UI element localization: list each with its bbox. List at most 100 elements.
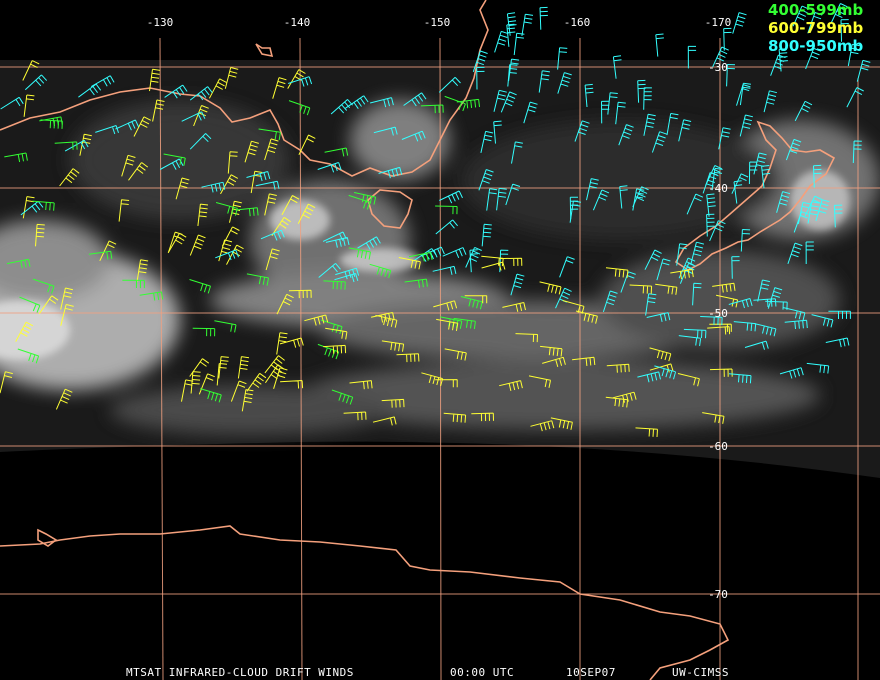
wind-barb bbox=[433, 300, 458, 311]
wind-barb bbox=[702, 172, 718, 194]
wind-barb bbox=[815, 199, 830, 221]
wind-barb bbox=[678, 257, 696, 279]
wind-barb bbox=[118, 199, 130, 222]
wind-barb bbox=[230, 380, 247, 402]
wind-barb bbox=[528, 375, 551, 388]
wind-barb bbox=[288, 100, 311, 116]
wind-barb bbox=[181, 379, 194, 402]
wind-barb bbox=[401, 130, 426, 142]
wind-barb bbox=[408, 251, 433, 262]
wind-barb bbox=[811, 314, 834, 328]
legend-entry: 800-950mb bbox=[768, 37, 863, 55]
wind-barb bbox=[122, 279, 145, 289]
meridian bbox=[159, 37, 164, 680]
wind-barb bbox=[692, 282, 702, 306]
wind-barb bbox=[444, 348, 467, 361]
wind-barb bbox=[435, 379, 458, 388]
island bbox=[367, 189, 413, 229]
wind-barb bbox=[784, 319, 808, 330]
wind-barb bbox=[683, 328, 707, 339]
wind-barb bbox=[189, 234, 206, 256]
wind-barb bbox=[271, 216, 291, 236]
wind-barb bbox=[323, 280, 346, 290]
wind-barb bbox=[726, 64, 736, 87]
wind-barb bbox=[776, 191, 791, 213]
wind-barb bbox=[421, 372, 444, 387]
wind-barb bbox=[15, 321, 34, 342]
wind-barb bbox=[370, 312, 395, 323]
wind-barb bbox=[505, 183, 521, 206]
wind-barb bbox=[677, 373, 700, 387]
latitude-label: -40 bbox=[708, 182, 728, 195]
wind-barb bbox=[840, 19, 849, 42]
wind-barb bbox=[78, 83, 102, 98]
wind-barb bbox=[559, 256, 575, 278]
time: 00:00 UTC bbox=[450, 666, 514, 679]
wind-barb bbox=[6, 258, 31, 269]
wind-barb bbox=[404, 278, 428, 288]
wind-barb bbox=[335, 267, 360, 280]
wind-barb bbox=[705, 165, 723, 186]
wind-barb bbox=[676, 243, 688, 266]
wind-barb bbox=[369, 97, 394, 108]
wind-barb bbox=[651, 131, 668, 153]
wind-barb bbox=[635, 427, 658, 438]
wind-barb bbox=[632, 186, 649, 208]
wind-barb bbox=[540, 345, 563, 357]
wind-barb bbox=[22, 60, 40, 81]
wind-barb bbox=[99, 240, 117, 262]
wind-barb bbox=[60, 304, 74, 326]
wind-barb bbox=[472, 50, 488, 72]
wind-barb bbox=[265, 248, 280, 271]
wind-barb bbox=[353, 192, 377, 205]
wind-barb bbox=[181, 111, 206, 122]
wind-barb bbox=[279, 337, 304, 348]
wind-barb bbox=[493, 120, 502, 144]
wind-barb bbox=[574, 120, 590, 142]
wind-barb bbox=[655, 33, 664, 57]
wind-barb bbox=[731, 256, 740, 279]
wind-barb bbox=[438, 76, 461, 93]
wind-barb bbox=[686, 193, 704, 215]
wind-barb bbox=[193, 105, 209, 127]
wind-barb bbox=[23, 94, 35, 117]
wind-barb bbox=[584, 83, 594, 108]
wind-barb bbox=[272, 77, 287, 99]
wind-barb bbox=[618, 124, 634, 146]
wind-barb bbox=[54, 141, 78, 150]
wind-barb bbox=[323, 344, 347, 354]
wind-barb bbox=[645, 293, 657, 316]
wind-barb bbox=[152, 99, 165, 122]
meridian bbox=[439, 37, 442, 680]
wind-barb bbox=[715, 294, 739, 308]
wind-barb bbox=[646, 312, 671, 323]
wind-barb bbox=[322, 231, 347, 242]
wind-barb bbox=[220, 174, 239, 195]
wind-barb bbox=[539, 281, 562, 295]
wind-barb bbox=[281, 195, 300, 216]
wind-barb bbox=[439, 190, 463, 204]
wind-barb bbox=[709, 220, 726, 242]
longitude-labels: -130 -140 -150 -160 -170 bbox=[147, 16, 732, 29]
wind-barb bbox=[32, 200, 55, 211]
wind-barb bbox=[276, 332, 288, 355]
longitude-label: -170 bbox=[705, 16, 732, 29]
wind-barb bbox=[601, 100, 610, 124]
wind-barb bbox=[381, 340, 405, 352]
wind-barb bbox=[215, 202, 238, 216]
wind-barb bbox=[690, 241, 705, 264]
wind-barb bbox=[420, 104, 444, 114]
wind-barb bbox=[348, 247, 371, 260]
wind-barb bbox=[317, 162, 342, 173]
wind-barb bbox=[572, 356, 596, 366]
wind-barb bbox=[637, 371, 661, 383]
wind-barb bbox=[702, 412, 725, 424]
wind-barb bbox=[345, 95, 369, 109]
wind-barb bbox=[264, 193, 277, 216]
wind-barb bbox=[260, 229, 285, 241]
wind-barb bbox=[792, 5, 810, 27]
wind-barb bbox=[805, 241, 814, 265]
wind-barb bbox=[139, 291, 164, 301]
wind-barb bbox=[298, 134, 316, 156]
